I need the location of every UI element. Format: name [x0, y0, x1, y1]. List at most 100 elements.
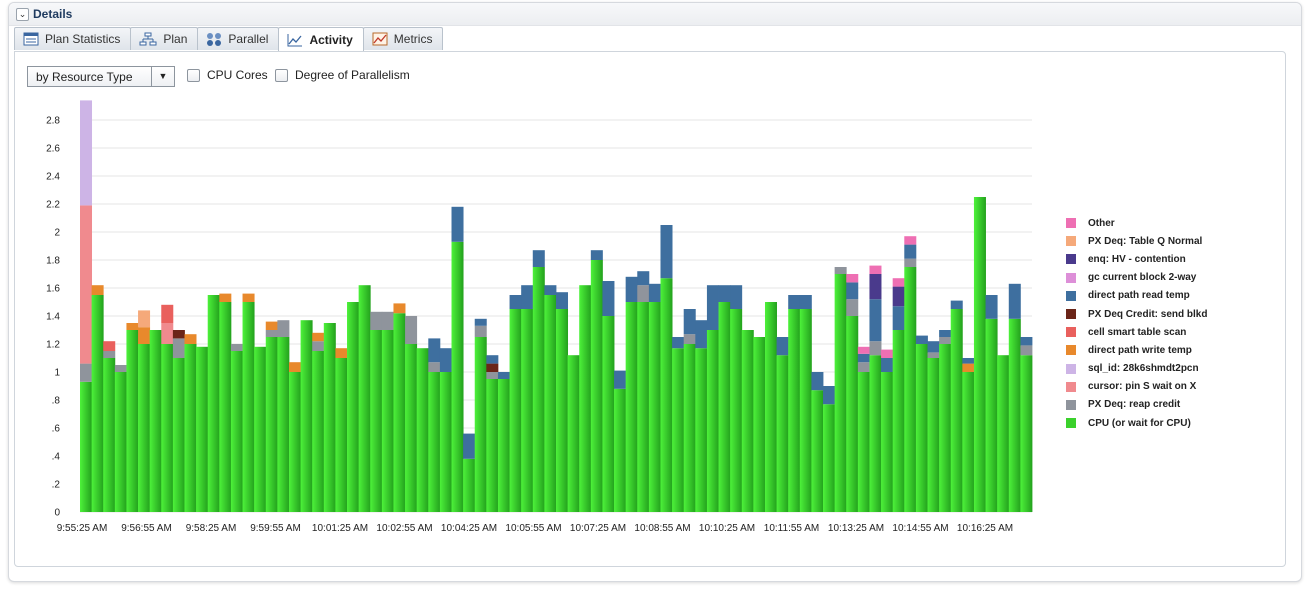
bar-segment[interactable]: [381, 311, 394, 330]
bar-segment[interactable]: [184, 344, 197, 512]
bar-segment[interactable]: [672, 337, 685, 349]
bar-segment[interactable]: [265, 330, 278, 337]
bar-segment[interactable]: [91, 285, 104, 295]
bar-segment[interactable]: [556, 309, 569, 512]
bar-segment[interactable]: [648, 302, 661, 512]
bar-segment[interactable]: [579, 285, 592, 512]
bar-segment[interactable]: [486, 379, 499, 512]
bar-segment[interactable]: [776, 337, 789, 356]
bar-segment[interactable]: [869, 265, 882, 274]
bar-segment[interactable]: [138, 327, 151, 344]
bar-segment[interactable]: [80, 363, 93, 382]
bar-segment[interactable]: [521, 285, 534, 309]
bar-segment[interactable]: [939, 330, 952, 337]
bar-segment[interactable]: [451, 206, 464, 242]
bar-segment[interactable]: [811, 372, 824, 391]
bar-segment[interactable]: [1020, 345, 1033, 356]
bar-segment[interactable]: [114, 372, 127, 512]
bar-segment[interactable]: [358, 285, 371, 512]
bar-segment[interactable]: [892, 278, 905, 287]
bar-segment[interactable]: [695, 348, 708, 512]
bar-segment[interactable]: [138, 344, 151, 512]
bar-segment[interactable]: [80, 205, 93, 364]
bar-segment[interactable]: [428, 362, 441, 372]
bar-segment[interactable]: [1008, 283, 1021, 319]
bar-segment[interactable]: [730, 285, 743, 309]
cpu-cores-checkbox[interactable]: [187, 68, 200, 82]
bar-segment[interactable]: [764, 302, 777, 512]
bar-segment[interactable]: [126, 330, 139, 512]
bar-segment[interactable]: [846, 316, 859, 512]
dimension-select[interactable]: by Resource Type ▼: [27, 66, 175, 87]
bar-segment[interactable]: [370, 311, 383, 330]
bar-segment[interactable]: [335, 348, 348, 358]
bar-segment[interactable]: [300, 320, 313, 512]
bar-segment[interactable]: [869, 355, 882, 512]
bar-segment[interactable]: [973, 197, 986, 512]
bar-segment[interactable]: [463, 458, 476, 512]
bar-segment[interactable]: [741, 330, 754, 512]
bar-segment[interactable]: [567, 355, 580, 512]
bar-segment[interactable]: [904, 258, 917, 267]
bar-segment[interactable]: [857, 346, 870, 354]
bar-segment[interactable]: [172, 358, 185, 512]
bar-segment[interactable]: [939, 344, 952, 512]
bar-segment[interactable]: [103, 358, 116, 512]
bar-segment[interactable]: [927, 341, 940, 353]
bar-segment[interactable]: [219, 302, 232, 512]
bar-segment[interactable]: [881, 349, 894, 358]
bar-segment[interactable]: [706, 285, 719, 330]
bar-segment[interactable]: [660, 278, 673, 512]
bar-segment[interactable]: [161, 323, 174, 344]
bar-segment[interactable]: [683, 344, 696, 512]
bar-segment[interactable]: [114, 365, 127, 372]
bar-segment[interactable]: [393, 313, 406, 512]
bar-segment[interactable]: [718, 285, 731, 302]
bar-segment[interactable]: [915, 335, 928, 344]
bar-segment[interactable]: [439, 372, 452, 512]
bar-segment[interactable]: [962, 363, 975, 372]
legend-item[interactable]: PX Deq Credit: send blkd: [1066, 305, 1207, 323]
bar-segment[interactable]: [846, 299, 859, 316]
bar-segment[interactable]: [335, 358, 348, 512]
bar-segment[interactable]: [706, 330, 719, 512]
bar-segment[interactable]: [161, 304, 174, 323]
legend-item[interactable]: sql_id: 28k6shmdt2pcn: [1066, 360, 1207, 378]
bar-segment[interactable]: [405, 344, 418, 512]
legend-item[interactable]: PX Deq: Table Q Normal: [1066, 232, 1207, 250]
bar-segment[interactable]: [869, 341, 882, 356]
bar-segment[interactable]: [962, 358, 975, 364]
bar-segment[interactable]: [788, 295, 801, 309]
tab-parallel[interactable]: Parallel: [197, 27, 280, 50]
bar-segment[interactable]: [869, 274, 882, 300]
bar-segment[interactable]: [904, 244, 917, 259]
legend-item[interactable]: enq: HV - contention: [1066, 250, 1207, 268]
legend-item[interactable]: Other: [1066, 214, 1207, 232]
bar-segment[interactable]: [323, 323, 336, 512]
legend-item[interactable]: PX Deq: reap credit: [1066, 396, 1207, 414]
bar-segment[interactable]: [312, 341, 325, 351]
bar-segment[interactable]: [602, 281, 615, 316]
bar-segment[interactable]: [625, 302, 638, 512]
bar-segment[interactable]: [532, 267, 545, 512]
bar-segment[interactable]: [985, 295, 998, 319]
bar-segment[interactable]: [950, 300, 963, 309]
bar-segment[interactable]: [683, 334, 696, 344]
bar-segment[interactable]: [799, 295, 812, 309]
bar-segment[interactable]: [857, 362, 870, 372]
bar-segment[interactable]: [347, 302, 360, 512]
legend-item[interactable]: cell smart table scan: [1066, 323, 1207, 341]
bar-segment[interactable]: [823, 404, 836, 512]
bar-segment[interactable]: [881, 372, 894, 512]
bar-segment[interactable]: [672, 348, 685, 512]
bar-segment[interactable]: [637, 271, 650, 286]
bar-segment[interactable]: [288, 372, 301, 512]
bar-segment[interactable]: [265, 337, 278, 512]
bar-segment[interactable]: [904, 236, 917, 245]
bar-segment[interactable]: [939, 337, 952, 344]
bar-segment[interactable]: [172, 338, 185, 358]
bar-segment[interactable]: [138, 310, 151, 328]
bar-segment[interactable]: [892, 286, 905, 307]
bar-segment[interactable]: [892, 330, 905, 512]
bar-segment[interactable]: [474, 318, 487, 326]
